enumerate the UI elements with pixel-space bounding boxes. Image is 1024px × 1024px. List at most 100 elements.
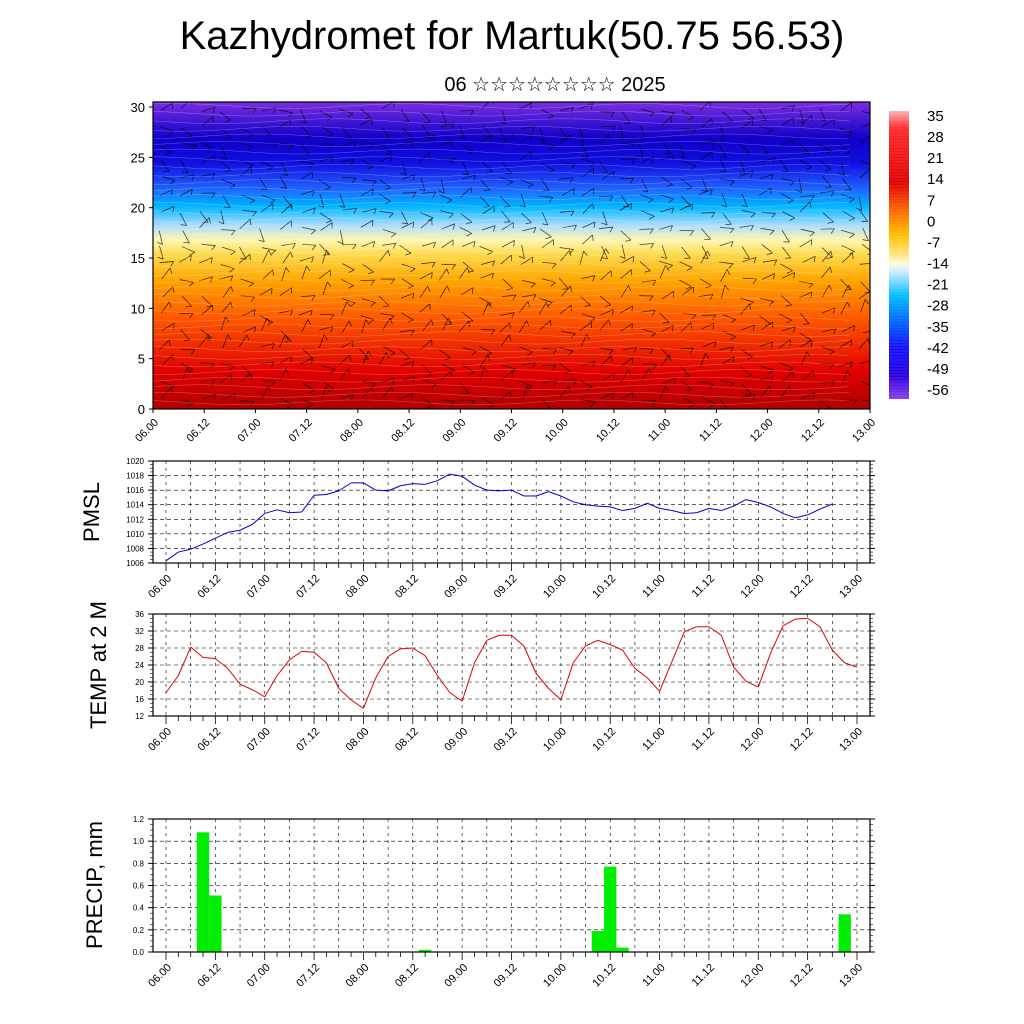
wind-barb xyxy=(161,381,175,388)
temp-segment xyxy=(215,658,229,669)
contour-line xyxy=(153,148,850,155)
wind-barb-flag xyxy=(466,267,470,274)
wind-barb xyxy=(759,366,774,371)
wind-barb-flag xyxy=(648,215,655,220)
temp-segment xyxy=(301,650,315,653)
x-tick-label: 13.00 xyxy=(837,726,865,754)
wind-barb xyxy=(662,141,672,154)
wind-barb xyxy=(460,287,474,296)
wind-barb-flag xyxy=(349,354,351,361)
precip-ylabel: PRECIP, mm xyxy=(82,821,107,949)
wind-barb-flag xyxy=(847,132,854,137)
wind-barb-flag xyxy=(488,302,492,308)
wind-barb xyxy=(779,160,789,173)
wind-barb-flag xyxy=(168,301,172,308)
wind-barb xyxy=(339,230,344,245)
wind-barb xyxy=(441,110,447,125)
wind-barb-flag xyxy=(365,319,370,325)
x-tick-label: 09.00 xyxy=(442,726,470,754)
wind-barb xyxy=(482,205,495,215)
pmsl-segment xyxy=(696,507,710,514)
wind-barb xyxy=(559,347,574,352)
wind-barb xyxy=(202,393,216,400)
wind-barb-flag xyxy=(848,251,855,255)
wind-barb xyxy=(761,212,776,214)
wind-barb xyxy=(339,354,351,365)
wind-barb-flag xyxy=(670,116,673,123)
wind-barb xyxy=(380,313,395,317)
wind-barb xyxy=(759,125,773,130)
wind-barb xyxy=(681,109,695,118)
wind-barb-flag xyxy=(570,210,575,217)
wind-barb-flag xyxy=(370,302,376,307)
wind-barb xyxy=(560,285,571,297)
wind-barb-flag xyxy=(213,155,216,162)
x-tick-label: 09.00 xyxy=(442,573,470,601)
wind-barb xyxy=(399,141,414,146)
wind-barb-flag xyxy=(431,272,433,279)
wind-barb xyxy=(501,110,507,124)
wind-barb xyxy=(342,141,357,146)
wind-barb xyxy=(579,128,585,143)
wind-barb-flag xyxy=(617,136,624,140)
wind-barb-flag xyxy=(190,255,192,262)
wind-barb xyxy=(341,301,348,315)
x-tick-label: 09.00 xyxy=(442,962,470,990)
x-tick-label: 10.12 xyxy=(594,417,622,445)
wind-barb-flag xyxy=(808,283,814,289)
wind-barb xyxy=(659,385,666,399)
wind-barb-flag xyxy=(862,239,869,242)
wind-barb-flag xyxy=(325,220,332,224)
wind-barb xyxy=(759,315,772,325)
wind-barb xyxy=(742,277,757,280)
temp-segment xyxy=(177,646,192,676)
wind-barb xyxy=(158,230,163,245)
wind-barb-flag xyxy=(545,302,549,309)
wind-barb xyxy=(701,314,716,316)
wind-barb-flag xyxy=(714,341,717,348)
wind-barb xyxy=(319,326,334,331)
wind-barb-flag xyxy=(189,251,195,256)
wind-barb xyxy=(819,400,832,409)
wind-barb-flag xyxy=(609,195,614,202)
wind-barb-flag xyxy=(371,383,377,388)
wind-barb xyxy=(441,313,452,325)
wind-barb-flag xyxy=(225,316,230,323)
wind-barb-flag xyxy=(249,200,255,204)
wind-barb xyxy=(501,370,513,381)
wind-barb-flag xyxy=(412,376,416,383)
wind-barb-flag xyxy=(525,222,532,225)
wind-barb-flag xyxy=(452,223,455,230)
pmsl-segment xyxy=(770,506,784,514)
pmsl-segment xyxy=(610,506,623,512)
pmsl-segment xyxy=(585,504,598,507)
wind-barb xyxy=(499,391,511,401)
wind-barb xyxy=(179,188,193,197)
wind-barb xyxy=(440,122,454,128)
wind-barb xyxy=(740,159,746,174)
pmsl-segment xyxy=(301,494,315,513)
wind-barb xyxy=(359,142,374,145)
wind-barb-flag xyxy=(547,115,554,119)
wind-barb-flag xyxy=(390,233,397,238)
wind-barb xyxy=(801,351,808,365)
wind-barb xyxy=(740,303,750,315)
wind-barb-flag xyxy=(628,285,632,292)
wind-barb xyxy=(482,302,489,316)
pmsl-segment xyxy=(165,551,179,562)
colorbar-label: -35 xyxy=(927,319,949,336)
wind-barb-flag xyxy=(325,187,331,191)
wind-barb-flag xyxy=(640,136,647,139)
wind-barb-flag xyxy=(288,145,294,150)
wind-barb xyxy=(281,267,287,281)
wind-barb-flag xyxy=(372,180,377,186)
wind-barb-flag xyxy=(812,370,815,377)
wind-barb-flag xyxy=(500,121,506,125)
wind-barb-flag xyxy=(772,157,776,164)
wind-barb xyxy=(741,193,748,208)
wind-barb xyxy=(300,109,307,124)
wind-barb xyxy=(780,139,794,147)
wind-barb xyxy=(482,102,490,109)
wind-barb-flag xyxy=(365,117,372,120)
wind-barb-flag xyxy=(462,173,469,176)
